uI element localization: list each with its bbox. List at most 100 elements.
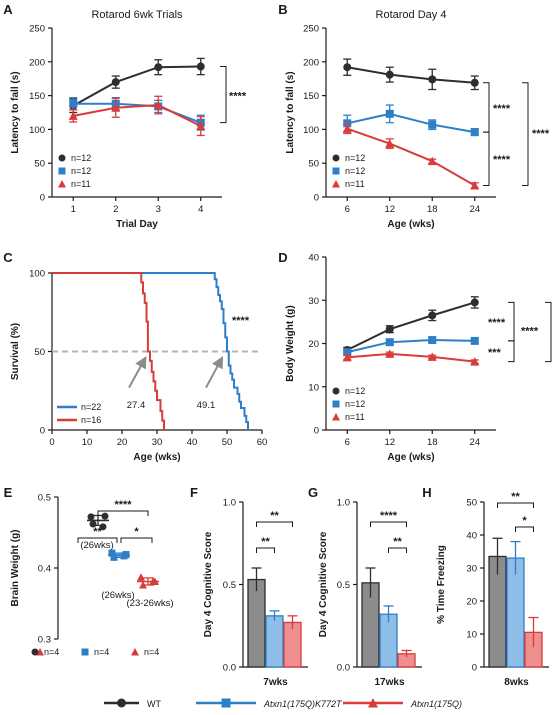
data-point-wt bbox=[470, 78, 479, 87]
legend-marker-q175 bbox=[368, 698, 378, 708]
x-tick-label: 1 bbox=[71, 204, 76, 215]
median-arrow bbox=[128, 356, 147, 389]
y-tick-label: 0.3 bbox=[38, 635, 51, 646]
x-tick-label: 40 bbox=[187, 437, 198, 448]
legend-label: n=11 bbox=[345, 412, 365, 422]
significance-bracket bbox=[120, 537, 153, 543]
legend-label: n=16 bbox=[81, 415, 101, 425]
legend-marker-k772t bbox=[221, 698, 231, 708]
x-tick-label: 2 bbox=[113, 204, 118, 215]
significance-label: **** bbox=[532, 128, 550, 140]
data-point-q175 bbox=[470, 181, 480, 190]
legend-marker-k772t bbox=[332, 167, 340, 175]
y-tick-label: 20 bbox=[308, 339, 319, 350]
legend-label: n=4 bbox=[44, 647, 59, 657]
x-tick-label: 3 bbox=[156, 204, 161, 215]
data-point-k772t bbox=[343, 348, 352, 357]
bar-q175 bbox=[283, 621, 302, 668]
data-point-q175 bbox=[68, 111, 78, 120]
significance-bracket bbox=[220, 66, 227, 124]
significance-label: **** bbox=[232, 315, 250, 327]
significance-bracket bbox=[388, 547, 407, 553]
y-tick-label: 0.5 bbox=[38, 493, 51, 504]
legend-label: n=12 bbox=[71, 153, 91, 163]
significance-bracket bbox=[545, 301, 552, 363]
data-point-wt bbox=[343, 63, 352, 72]
significance-label: ** bbox=[93, 526, 102, 538]
x-axis-label: Age (wks) bbox=[133, 452, 180, 463]
y-tick-label: 250 bbox=[303, 24, 319, 35]
legend-marker-wt bbox=[332, 154, 340, 162]
series-line-k772t bbox=[347, 112, 475, 134]
legend-marker-k772t bbox=[332, 400, 340, 408]
data-point-q175 bbox=[427, 352, 437, 361]
significance-label: **** bbox=[521, 326, 539, 338]
data-point-k772t bbox=[428, 336, 437, 345]
significance-bracket bbox=[497, 502, 534, 508]
data-point-wt bbox=[385, 70, 394, 79]
y-tick-label: 200 bbox=[303, 57, 319, 68]
x-tick-label: 20 bbox=[117, 437, 128, 448]
x-axis-label: Trial Day bbox=[116, 219, 158, 230]
y-tick-label: 1.0 bbox=[337, 498, 350, 509]
significance-label: ** bbox=[261, 536, 270, 548]
significance-label: *** bbox=[488, 347, 502, 359]
y-tick-label: 100 bbox=[29, 269, 45, 280]
legend-marker-wt bbox=[117, 698, 126, 708]
y-tick-label: 50 bbox=[466, 498, 477, 509]
y-axis-label: Day 4 Cognitive Score bbox=[203, 531, 214, 637]
group-annotation: (26wks) bbox=[101, 590, 134, 601]
legend-label-k772t: Atxn1(175Q)K772T bbox=[263, 699, 343, 709]
y-tick-label: 150 bbox=[303, 91, 319, 102]
y-tick-label: 150 bbox=[29, 91, 45, 102]
data-point-wt bbox=[385, 325, 394, 334]
y-tick-label: 100 bbox=[303, 125, 319, 136]
legend-marker-wt bbox=[58, 154, 66, 162]
data-point-wt bbox=[428, 75, 437, 84]
legend-marker-wt bbox=[332, 387, 340, 395]
legend-marker-q175 bbox=[332, 413, 340, 421]
x-tick-label: 30 bbox=[152, 437, 163, 448]
y-tick-label: 1.0 bbox=[223, 498, 236, 509]
y-tick-label: 100 bbox=[29, 125, 45, 136]
y-tick-label: 0 bbox=[314, 193, 319, 204]
y-axis-label: Survival (%) bbox=[10, 323, 21, 380]
data-point-wt bbox=[101, 512, 109, 520]
y-tick-label: 250 bbox=[29, 24, 45, 35]
y-tick-label: 50 bbox=[34, 159, 45, 170]
data-point-q175 bbox=[111, 103, 121, 112]
legend-label: n=22 bbox=[81, 402, 101, 412]
x-axis-label: Age (wks) bbox=[387, 452, 434, 463]
survival-curve-k772t bbox=[52, 272, 249, 430]
series-line-wt bbox=[347, 66, 475, 84]
data-point-q175 bbox=[137, 573, 145, 581]
x-tick-label: 18 bbox=[427, 204, 438, 215]
significance-bracket bbox=[508, 301, 515, 342]
y-axis-label: % Time Freezing bbox=[436, 545, 447, 624]
x-tick-label: 6 bbox=[345, 437, 350, 448]
data-point-k772t bbox=[428, 120, 437, 129]
legend-label: n=12 bbox=[71, 166, 91, 176]
panel-label: C bbox=[3, 250, 13, 265]
y-tick-label: 0.0 bbox=[337, 663, 350, 674]
y-tick-label: 30 bbox=[308, 296, 319, 307]
legend-label: n=4 bbox=[94, 647, 109, 657]
bar-wt bbox=[247, 578, 266, 668]
y-tick-label: 0.0 bbox=[223, 663, 236, 674]
y-axis-label: Body Weight (g) bbox=[285, 305, 296, 381]
y-tick-label: 10 bbox=[308, 382, 319, 393]
legend-label-wt: WT bbox=[147, 699, 161, 709]
y-tick-label: 0.5 bbox=[223, 580, 236, 591]
data-point-k772t bbox=[69, 99, 78, 108]
significance-label: ** bbox=[393, 536, 402, 548]
panel-label: H bbox=[422, 485, 431, 500]
data-point-q175 bbox=[153, 100, 163, 110]
significance-label: **** bbox=[380, 510, 398, 522]
median-arrow bbox=[205, 356, 224, 389]
y-tick-label: 0 bbox=[472, 663, 477, 674]
data-point-q175 bbox=[385, 139, 395, 148]
significance-bracket bbox=[256, 521, 293, 527]
legend-label: n=11 bbox=[345, 179, 365, 189]
panel-label: A bbox=[3, 2, 13, 17]
